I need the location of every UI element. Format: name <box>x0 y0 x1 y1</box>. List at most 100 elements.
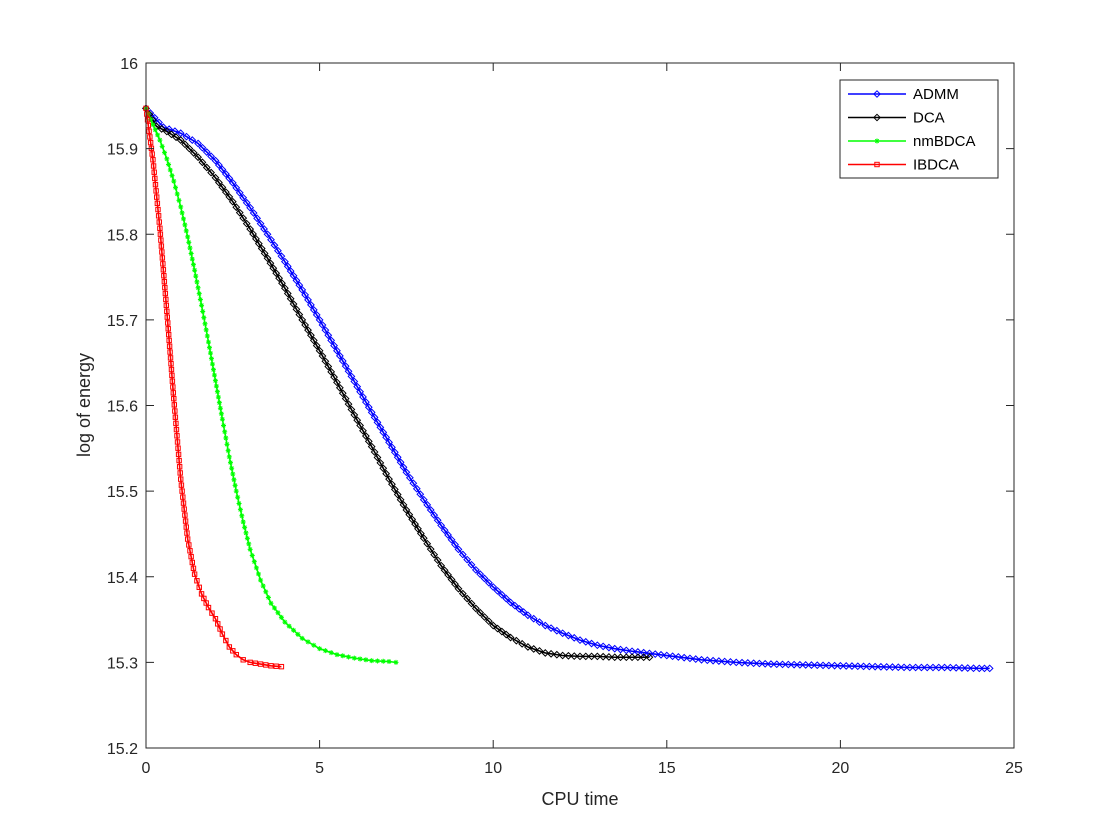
data-point-dca <box>367 442 376 451</box>
data-point-admm <box>379 428 388 437</box>
y-tick-label: 15.3 <box>107 655 138 672</box>
data-point-dca <box>610 653 619 662</box>
data-point-nmbdca <box>305 639 311 645</box>
data-point-nmbdca <box>253 565 259 571</box>
data-point-dca <box>480 613 489 621</box>
data-point-dca <box>333 378 341 387</box>
series-line-admm <box>145 107 990 670</box>
data-point-nmbdca <box>148 116 154 122</box>
data-point-nmbdca <box>328 650 334 656</box>
data-point-admm <box>923 663 932 672</box>
data-point-ibdca <box>166 343 173 349</box>
data-point-nmbdca <box>212 378 218 384</box>
data-point-admm <box>894 663 903 672</box>
data-point-admm <box>235 188 244 197</box>
data-point-admm <box>416 490 425 499</box>
data-point-dca <box>254 239 263 248</box>
legend-label-admm: ADMM <box>913 86 959 103</box>
data-point-dca <box>524 643 532 651</box>
data-point-nmbdca <box>179 210 185 216</box>
data-point-nmbdca <box>268 600 274 606</box>
data-point-dca <box>414 524 422 533</box>
data-point-dca <box>218 183 227 192</box>
series-dca <box>142 104 654 662</box>
data-point-ibdca <box>175 451 182 458</box>
data-point-ibdca <box>181 506 187 512</box>
data-point-dca <box>356 421 365 430</box>
data-point-admm <box>720 657 729 666</box>
data-point-ibdca <box>177 470 183 476</box>
data-point-admm <box>182 132 191 141</box>
data-point-ibdca <box>191 571 198 577</box>
series-ibdca <box>143 105 285 670</box>
data-point-nmbdca <box>258 577 264 583</box>
data-point-nmbdca <box>152 127 158 133</box>
data-point-dca <box>292 305 301 314</box>
data-point-dca <box>185 144 194 153</box>
data-point-admm <box>529 614 538 623</box>
data-point-nmbdca <box>210 367 216 373</box>
data-point-nmbdca <box>205 339 211 345</box>
data-point-dca <box>541 649 550 657</box>
data-point-ibdca <box>173 426 180 433</box>
legend-box <box>839 79 999 179</box>
data-point-admm <box>616 645 625 654</box>
data-point-dca <box>587 652 596 661</box>
data-point-nmbdca <box>278 614 284 620</box>
data-point-nmbdca <box>260 583 266 589</box>
data-point-admm <box>335 351 344 360</box>
data-point-admm <box>784 660 793 669</box>
data-point-admm <box>732 658 741 667</box>
data-point-dca <box>370 448 379 456</box>
data-point-admm <box>633 648 642 656</box>
data-point-admm <box>370 413 379 422</box>
legend-label-dca: DCA <box>913 110 945 127</box>
data-point-ibdca <box>219 631 226 637</box>
data-point-ibdca <box>247 659 253 666</box>
data-point-ibdca <box>168 361 174 367</box>
data-point-ibdca <box>157 225 163 231</box>
data-point-admm <box>610 644 619 653</box>
data-point-dca <box>605 653 613 661</box>
data-point-dca <box>599 652 608 661</box>
x-tick-label: 25 <box>1005 760 1023 777</box>
data-point-admm <box>657 650 665 659</box>
data-point-dca <box>239 214 248 223</box>
data-point-dca <box>330 373 338 382</box>
data-point-dca <box>307 331 315 340</box>
data-point-dca <box>286 294 295 303</box>
data-point-dca <box>338 389 347 398</box>
data-point-admm <box>359 393 367 401</box>
data-point-nmbdca <box>225 448 231 454</box>
data-point-nmbdca <box>393 659 399 665</box>
data-point-ibdca <box>155 206 161 213</box>
data-point-dca <box>451 580 459 589</box>
data-point-ibdca <box>156 219 162 225</box>
data-point-ibdca <box>167 349 173 355</box>
data-point-ibdca <box>188 553 194 560</box>
data-point-admm <box>341 362 350 371</box>
data-point-nmbdca <box>189 256 195 262</box>
data-point-admm <box>437 521 446 530</box>
data-point-ibdca <box>161 273 167 279</box>
data-point-dca <box>419 534 428 543</box>
legend-label-nmbdca: nmBDCA <box>913 133 976 150</box>
data-point-nmbdca <box>207 350 213 356</box>
data-point-nmbdca <box>369 658 375 664</box>
data-point-admm <box>289 271 298 280</box>
data-point-admm <box>958 664 966 672</box>
data-point-ibdca <box>182 512 188 518</box>
data-point-dca <box>266 259 275 268</box>
data-point-dca <box>350 411 359 419</box>
data-point-dca <box>211 173 220 182</box>
data-point-admm <box>356 387 365 396</box>
data-point-dca <box>581 652 590 661</box>
data-point-nmbdca <box>208 356 214 362</box>
data-point-ibdca <box>187 548 193 554</box>
series-markers-nmbdca <box>143 105 399 665</box>
data-point-ibdca <box>184 530 190 536</box>
data-point-admm <box>778 660 787 669</box>
data-point-nmbdca <box>322 648 328 654</box>
data-point-nmbdca <box>232 482 238 488</box>
data-point-nmbdca <box>196 291 202 297</box>
